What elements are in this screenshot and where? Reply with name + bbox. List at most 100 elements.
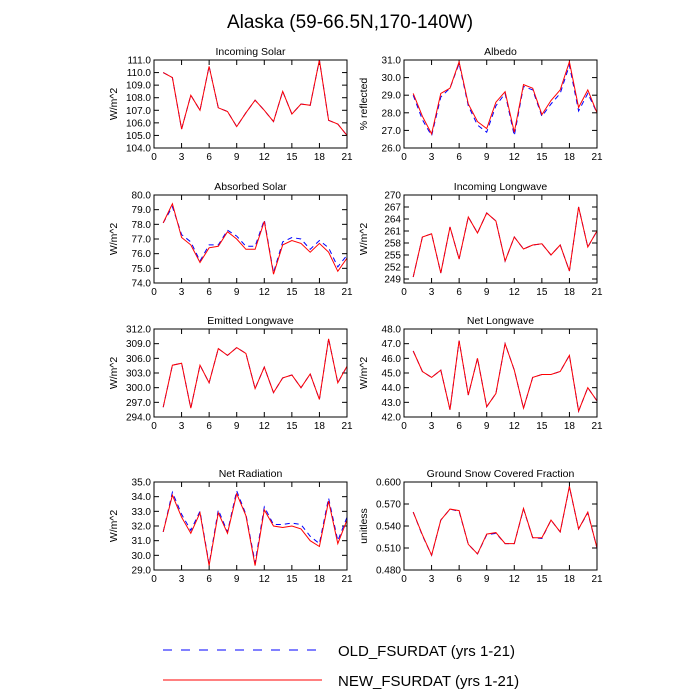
panel-title: Albedo — [484, 46, 517, 58]
series-line-old — [412, 340, 598, 413]
x-tick-label: 3 — [429, 152, 435, 163]
x-tick-label: 3 — [179, 421, 185, 432]
panel-title: Incoming Longwave — [454, 181, 548, 193]
y-tick-label: 76.0 — [132, 249, 152, 260]
x-tick-label: 0 — [151, 574, 157, 585]
y-tick-label: 249 — [384, 275, 401, 286]
x-tick-label: 0 — [401, 574, 407, 585]
x-tick-label: 15 — [536, 421, 548, 432]
y-tick-label: 46.0 — [382, 354, 402, 365]
x-tick-label: 9 — [234, 152, 240, 163]
y-tick-label: 35.0 — [132, 478, 152, 489]
y-tick-label: 111.0 — [127, 56, 151, 67]
plot-frame — [153, 194, 348, 284]
series-line-new — [162, 59, 348, 136]
panel-title: Absorbed Solar — [214, 181, 287, 193]
x-tick-label: 18 — [564, 152, 576, 163]
x-tick-label: 6 — [206, 574, 212, 585]
series-line-new — [162, 202, 348, 275]
y-tick-label: 0.480 — [376, 566, 401, 577]
y-tick-label: 0.570 — [376, 500, 401, 511]
panel: Ground Snow Covered Fraction unitless 0.48… — [358, 468, 603, 585]
y-tick-label: 106.0 — [126, 118, 151, 129]
x-tick-label: 3 — [429, 287, 435, 298]
panel: Emitted Longwave W/m^2 294.0 297.0 300.0 303.… — [108, 315, 353, 432]
panel: Incoming Longwave W/m^2 249252255258261264… — [358, 181, 603, 298]
panel-title: Incoming Solar — [215, 46, 286, 58]
panel-title: Net Radiation — [219, 468, 283, 480]
x-tick-label: 0 — [401, 421, 407, 432]
x-tick-label: 6 — [456, 287, 462, 298]
plot-frame — [403, 328, 598, 418]
y-tick-label: 110.0 — [127, 68, 152, 79]
panel: Net Radiation W/m^2 29.0 30.0 31.0 32.0 33.0 34… — [108, 468, 353, 585]
x-tick-label: 0 — [151, 287, 157, 298]
x-tick-label: 15 — [536, 574, 548, 585]
legend: OLD_FSURDAT (yrs 1-21) NEW_FSURDAT (yrs … — [163, 643, 519, 690]
y-tick-label: 75.0 — [132, 264, 152, 275]
x-tick-label: 12 — [259, 152, 271, 163]
y-tick-label: 29.0 — [382, 91, 402, 102]
y-tick-label: 0.510 — [376, 544, 401, 555]
x-tick-label: 9 — [484, 574, 490, 585]
x-tick-label: 0 — [401, 152, 407, 163]
plot-frame — [403, 481, 598, 571]
x-tick-label: 15 — [536, 152, 548, 163]
x-tick-label: 21 — [341, 152, 353, 163]
y-axis-label: W/m^2 — [358, 223, 370, 256]
x-tick-label: 15 — [286, 287, 298, 298]
y-tick-label: 104.0 — [126, 144, 151, 155]
series-line-new — [412, 206, 598, 278]
y-tick-label: 28.0 — [382, 108, 402, 119]
legend-label-old: OLD_FSURDAT (yrs 1-21) — [338, 643, 515, 660]
series-line-new — [412, 59, 598, 136]
panel-title: Net Longwave — [467, 315, 534, 327]
y-tick-label: 31.0 — [382, 56, 402, 67]
y-tick-label: 43.0 — [382, 398, 402, 409]
y-tick-label: 309.0 — [126, 339, 151, 350]
panel: Albedo % reflected 26.0 27.0 28.0 29.0 30.0 31.… — [358, 46, 603, 163]
x-tick-label: 18 — [564, 421, 576, 432]
y-tick-label: 44.0 — [382, 383, 402, 394]
panel-title: Ground Snow Covered Fraction — [427, 468, 575, 480]
y-tick-label: 74.0 — [132, 279, 152, 290]
y-tick-label: 34.0 — [132, 492, 152, 503]
y-tick-label: 294.0 — [126, 413, 151, 424]
y-axis-label: W/m^2 — [358, 357, 370, 390]
x-tick-label: 21 — [591, 287, 603, 298]
y-tick-label: 252 — [384, 263, 401, 274]
x-tick-label: 3 — [179, 574, 185, 585]
y-axis-label: W/m^2 — [108, 510, 120, 543]
x-tick-label: 12 — [259, 287, 271, 298]
plot-frame — [153, 481, 348, 571]
series-line-old — [162, 205, 348, 273]
x-tick-label: 3 — [179, 152, 185, 163]
y-tick-label: 270 — [384, 191, 401, 202]
x-tick-label: 21 — [591, 574, 603, 585]
x-tick-label: 9 — [484, 152, 490, 163]
y-tick-label: 105.0 — [126, 131, 151, 142]
y-tick-label: 0.600 — [376, 478, 401, 489]
x-tick-label: 18 — [314, 152, 326, 163]
y-tick-label: 78.0 — [132, 220, 152, 231]
series-line-new — [162, 338, 348, 409]
x-tick-label: 3 — [429, 574, 435, 585]
y-tick-label: 45.0 — [382, 369, 402, 380]
x-tick-label: 18 — [314, 287, 326, 298]
x-tick-label: 12 — [509, 574, 521, 585]
x-tick-label: 12 — [509, 287, 521, 298]
y-tick-label: 0.540 — [376, 522, 401, 533]
y-tick-label: 255 — [384, 251, 401, 262]
y-tick-label: 29.0 — [132, 566, 152, 577]
y-tick-label: 80.0 — [132, 191, 152, 202]
y-tick-label: 267 — [384, 203, 401, 214]
main-title: Alaska (59-66.5N,170-140W) — [227, 12, 473, 33]
x-tick-label: 6 — [456, 574, 462, 585]
y-tick-label: 77.0 — [132, 235, 152, 246]
x-tick-label: 9 — [234, 574, 240, 585]
x-tick-label: 12 — [509, 152, 521, 163]
y-axis-label: W/m^2 — [108, 223, 120, 256]
series-line-old — [162, 59, 348, 136]
